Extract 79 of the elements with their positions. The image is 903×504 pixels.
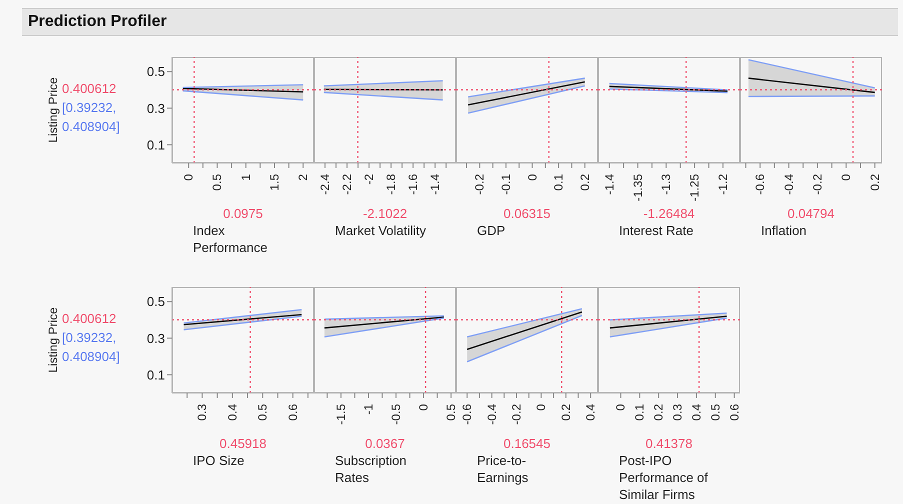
x-tick-label: 0.5 [708, 404, 722, 421]
y-tick-label: 0.1 [146, 137, 165, 152]
x-tick-label: 0.2 [652, 404, 666, 421]
y-tick-label: 0.3 [146, 100, 165, 116]
x-tick-label: 0.2 [578, 174, 592, 191]
x-axis-title: Subscription Rates [335, 452, 408, 486]
x-tick-label: -0.2 [472, 174, 487, 195]
ref-line-label: -1.26484 [642, 205, 696, 222]
x-tick-label: 0 [839, 174, 854, 181]
ref-line-label: 0.06315 [502, 205, 552, 222]
x-tick-label: 0.2 [868, 174, 882, 191]
x-tick-label: -1.35 [630, 174, 645, 202]
x-tick-label: 0.3 [195, 404, 210, 421]
x-axis-title: Index Performance [193, 222, 268, 256]
x-tick-label: -1.2 [716, 174, 730, 195]
ref-line-label: 0.400612 [62, 310, 118, 328]
x-axis-title: Inflation [761, 222, 808, 239]
y-axis-title: Listing Price [46, 76, 60, 145]
x-axis-title: Post-IPO Performance of Similar Firms [619, 452, 709, 503]
x-tick-label: 0.5 [256, 404, 270, 421]
x-tick-label: -0.1 [498, 174, 513, 195]
x-axis-title: Price-to-Earnings [477, 452, 530, 486]
x-tick-label: -0.6 [753, 174, 768, 195]
y-tick-label: 0.3 [146, 330, 165, 346]
x-tick-label: 2 [296, 174, 310, 181]
x-tick-label: -1.8 [384, 174, 398, 195]
ref-line-label: 0.04794 [786, 205, 836, 222]
x-tick-label: 0 [416, 404, 431, 411]
x-tick-label: -1.5 [334, 404, 348, 425]
x-tick-label: -1.6 [406, 174, 420, 195]
x-tick-label: -2.4 [318, 174, 332, 195]
x-axis-title: Market Volatility [335, 222, 428, 239]
x-tick-label: -0.2 [810, 174, 824, 195]
x-tick-label: 0.6 [286, 404, 300, 421]
x-tick-label: 0.3 [670, 404, 685, 421]
x-tick-label: 0 [614, 404, 628, 411]
text: [0.39232, 0.408904] [62, 99, 121, 136]
x-tick-label: -0.6 [460, 404, 474, 425]
x-tick-label: -0.4 [484, 404, 499, 425]
chart-title: Prediction Profiler [22, 8, 898, 36]
x-tick-label: 0 [182, 174, 196, 181]
text: [0.39232, 0.408904] [62, 329, 121, 366]
x-tick-label: 0.5 [444, 404, 458, 421]
ref-line-label: 0.41378 [644, 435, 694, 452]
x-tick-label: 0.4 [689, 404, 704, 421]
ref-line-label: -2.1022 [362, 205, 408, 222]
x-tick-label: 0.4 [225, 404, 240, 421]
ref-line-label: 0.400612 [62, 80, 118, 98]
x-tick-label: 0.1 [632, 404, 647, 421]
y-tick-label: 0.1 [146, 367, 165, 382]
ref-line-label: 0.0975 [222, 205, 264, 222]
x-axis-title: IPO Size [193, 452, 246, 469]
x-tick-label: 0.5 [210, 174, 224, 191]
x-tick-label: 0.4 [584, 404, 598, 421]
x-tick-label: 1 [238, 174, 253, 181]
x-tick-label: -1.4 [602, 174, 616, 195]
x-tick-label: -2.2 [340, 174, 354, 195]
x-tick-label: -1.25 [688, 174, 702, 202]
x-tick-label: 0 [534, 404, 548, 411]
ref-line-label: 0.45918 [218, 435, 268, 452]
x-tick-label: -0.2 [510, 404, 524, 425]
x-tick-label: -0.4 [782, 174, 796, 195]
x-tick-label: 0 [525, 174, 540, 181]
x-tick-label: 0.2 [558, 404, 573, 421]
x-axis-title: Interest Rate [619, 222, 694, 239]
x-tick-label: 0.6 [727, 404, 742, 421]
x-axis-title: GDP [477, 222, 506, 239]
ref-line-label: 0.0367 [364, 435, 406, 452]
x-tick-label: -1.3 [659, 174, 674, 195]
y-tick-label: 0.5 [146, 294, 165, 310]
y-tick-label: 0.5 [146, 64, 165, 80]
y-axis-title: Listing Price [46, 306, 60, 375]
x-tick-label: -0.5 [389, 404, 404, 425]
x-tick-label: 0.1 [552, 174, 566, 191]
ref-line-label: 0.16545 [502, 435, 552, 452]
x-tick-label: -1.4 [428, 174, 442, 195]
x-tick-label: 1.5 [267, 174, 282, 191]
x-tick-label: -1 [361, 404, 376, 415]
x-tick-label: -2 [362, 174, 376, 185]
